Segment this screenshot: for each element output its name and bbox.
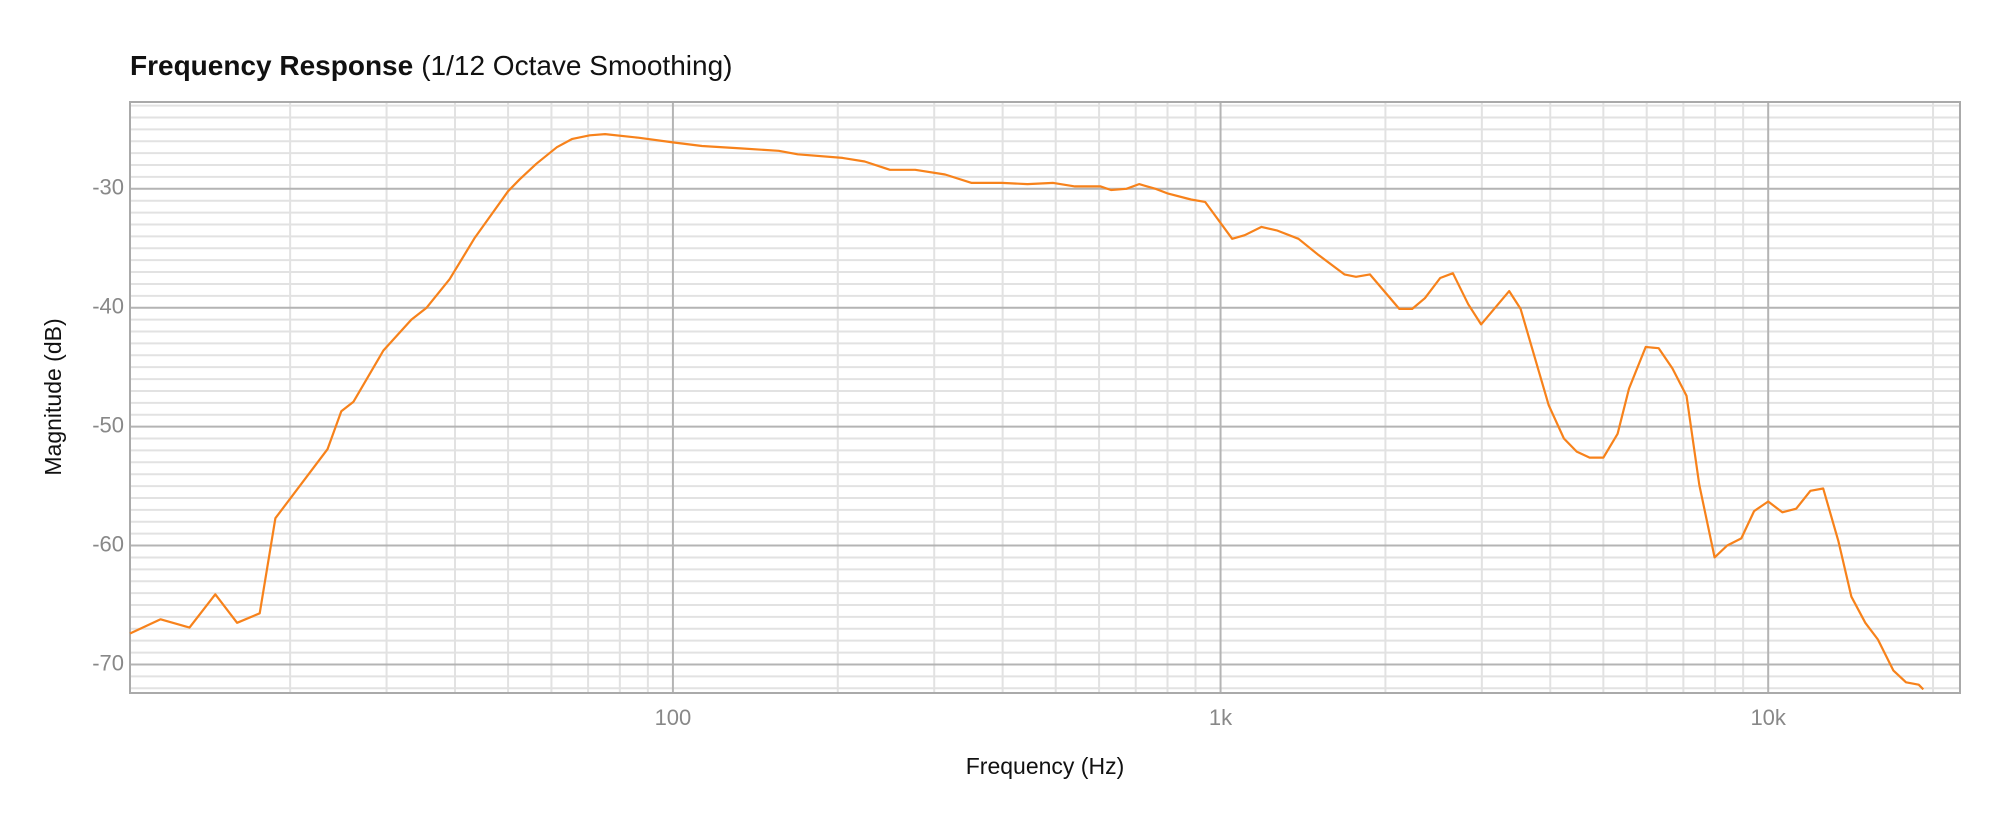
y-tick-label: -50 [92,412,124,437]
title-sub: (1/12 Octave Smoothing) [421,50,732,81]
y-tick-label: -30 [92,175,124,200]
grid [129,101,1961,694]
y-axis-label: Magnitude (dB) [40,318,66,475]
y-tick-label: -40 [92,294,124,319]
y-tick-label: -70 [92,650,124,675]
title-main: Frequency Response [130,50,413,81]
y-tick-label: -60 [92,531,124,556]
x-axis-label: Frequency (Hz) [966,753,1124,779]
x-tick-label: 1k [1209,705,1233,730]
line [129,133,1925,691]
x-tick-label: 100 [655,705,692,730]
plot-border [129,101,1961,694]
chart-title: Frequency Response (1/12 Octave Smoothing… [130,50,732,81]
plot [129,133,1925,691]
x-tick-label: 10k [1750,705,1786,730]
